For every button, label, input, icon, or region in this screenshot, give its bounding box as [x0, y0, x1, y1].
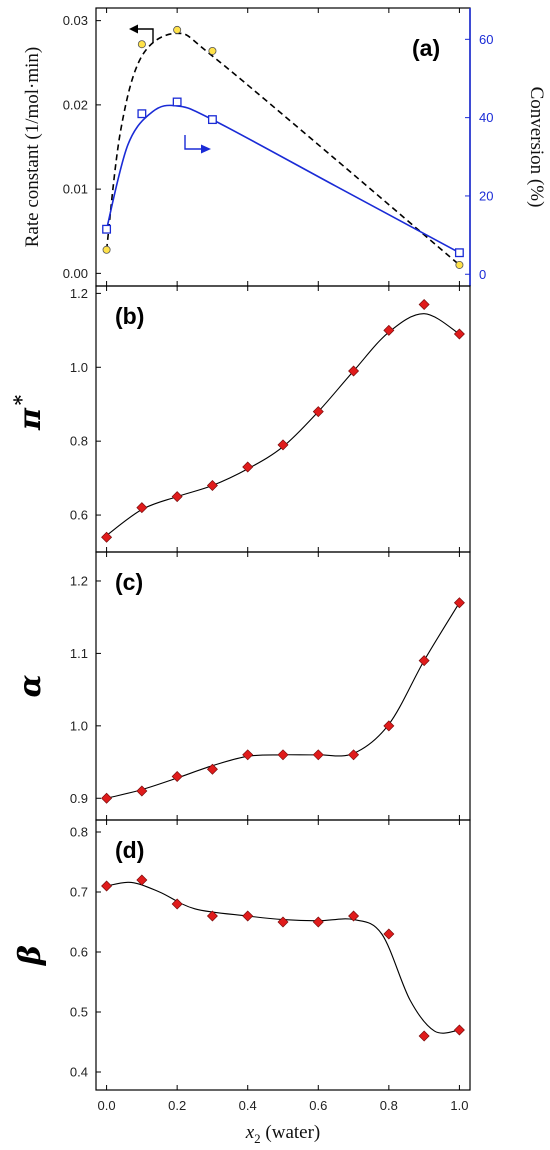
rate-constant-curve — [105, 32, 460, 266]
x-tick-label: 0.0 — [98, 1098, 116, 1113]
conversion-point — [454, 248, 464, 258]
x-tick-label: 1.0 — [450, 1098, 468, 1113]
fit-curve — [106, 313, 460, 536]
y-tick-label: 0.4 — [70, 1065, 88, 1080]
y-axis-title-star: * — [9, 394, 33, 405]
right-arrow-head — [201, 144, 211, 154]
data-point-diamond — [383, 324, 395, 336]
y-tick-label: 1.0 — [70, 718, 88, 733]
data-point-diamond — [136, 874, 148, 886]
y-axis-title-left: Rate constant (1/mol·min) — [22, 47, 43, 248]
conversion-point — [172, 97, 182, 107]
data-point-diamond — [101, 531, 113, 543]
left-arrow-annotation — [136, 28, 154, 43]
data-point-diamond — [171, 491, 183, 503]
x-tick-label: 0.2 — [168, 1098, 186, 1113]
data-point-diamond — [242, 910, 254, 922]
y-tick-label: 1.1 — [70, 646, 88, 661]
data-point-diamond — [277, 439, 289, 451]
fit-curve — [106, 881, 460, 1034]
x-axis-label-text: (water) — [261, 1122, 321, 1143]
data-point-diamond — [348, 749, 360, 761]
data-point-diamond — [136, 502, 148, 514]
x-tick-label: 0.8 — [380, 1098, 398, 1113]
data-point-diamond — [101, 792, 113, 804]
conversion-curve — [105, 104, 460, 254]
panel-frame — [95, 819, 471, 1091]
y-tick-label: 1.2 — [70, 573, 88, 588]
rate-constant-point — [455, 260, 464, 269]
y-tick-label: 0.01 — [63, 182, 88, 197]
y-tick-label: 0.9 — [70, 791, 88, 806]
data-point-diamond — [277, 749, 289, 761]
data-point-diamond — [136, 785, 148, 797]
panel-frame — [95, 551, 471, 821]
y-tick-label: 0.00 — [63, 266, 88, 281]
conversion-point — [102, 224, 112, 234]
y-tick-label: 0.7 — [70, 885, 88, 900]
data-point-diamond — [418, 1030, 430, 1042]
y-tick-label-right: 0 — [479, 267, 486, 282]
data-point-diamond — [418, 655, 430, 667]
rate-constant-point — [208, 46, 217, 55]
data-point-diamond — [312, 406, 324, 418]
data-point-diamond — [348, 910, 360, 922]
y-tick-label: 1.0 — [70, 360, 88, 375]
data-point-diamond — [418, 298, 430, 310]
data-point-diamond — [277, 916, 289, 928]
y-axis-title: α — [13, 674, 48, 697]
data-point-diamond — [383, 928, 395, 940]
y-axis-title: β — [13, 945, 48, 966]
y-tick-label: 0.6 — [70, 508, 88, 523]
data-point-diamond — [453, 597, 465, 609]
y-tick-label: 0.5 — [70, 1005, 88, 1020]
y-tick-label: 0.03 — [63, 13, 88, 28]
data-point-diamond — [206, 480, 218, 491]
panel-frame — [95, 285, 471, 553]
y-tick-label: 0.02 — [63, 97, 88, 112]
data-point-diamond — [242, 461, 254, 473]
conversion-point — [207, 115, 217, 125]
x-tick-label: 0.4 — [239, 1098, 257, 1113]
rate-constant-point — [102, 245, 111, 254]
y-tick-label: 1.2 — [70, 286, 88, 301]
y-axis-title: π — [13, 407, 48, 431]
data-point-diamond — [206, 763, 218, 775]
data-point-diamond — [383, 720, 395, 732]
right-arrow-annotation — [184, 135, 203, 150]
y-tick-label-right: 20 — [479, 188, 493, 203]
data-point-diamond — [312, 916, 324, 928]
y-tick-label: 0.8 — [70, 434, 88, 449]
data-point-diamond — [101, 880, 113, 892]
data-point-diamond — [453, 328, 465, 340]
y-axis-title-right: Conversion (%) — [526, 87, 547, 208]
conversion-point — [137, 109, 147, 119]
rate-constant-point — [137, 40, 146, 49]
x-tick-label: 0.6 — [309, 1098, 327, 1113]
y-tick-label: 0.8 — [70, 825, 88, 840]
x-axis-subscript: 2 — [254, 1131, 261, 1146]
y-tick-label: 0.6 — [70, 945, 88, 960]
data-point-diamond — [312, 749, 324, 761]
y-tick-label-right: 40 — [479, 110, 493, 125]
panel-label-a: (a) — [412, 35, 440, 61]
data-point-diamond — [206, 910, 218, 922]
x-axis-symbol: x — [245, 1122, 255, 1143]
rate-constant-point — [173, 25, 182, 34]
panel-label-c: (c) — [115, 569, 143, 595]
data-point-diamond — [453, 1024, 465, 1036]
left-arrow-head — [129, 24, 138, 34]
fit-curve — [106, 602, 460, 799]
y-tick-label-right: 60 — [479, 32, 493, 47]
data-point-diamond — [171, 898, 183, 910]
panel-label-b: (b) — [115, 303, 144, 329]
data-point-diamond — [171, 771, 183, 783]
data-point-diamond — [348, 365, 360, 377]
x-axis-title: x2 (water) — [245, 1122, 321, 1146]
panel-label-d: (d) — [115, 837, 144, 863]
data-point-diamond — [242, 749, 254, 761]
